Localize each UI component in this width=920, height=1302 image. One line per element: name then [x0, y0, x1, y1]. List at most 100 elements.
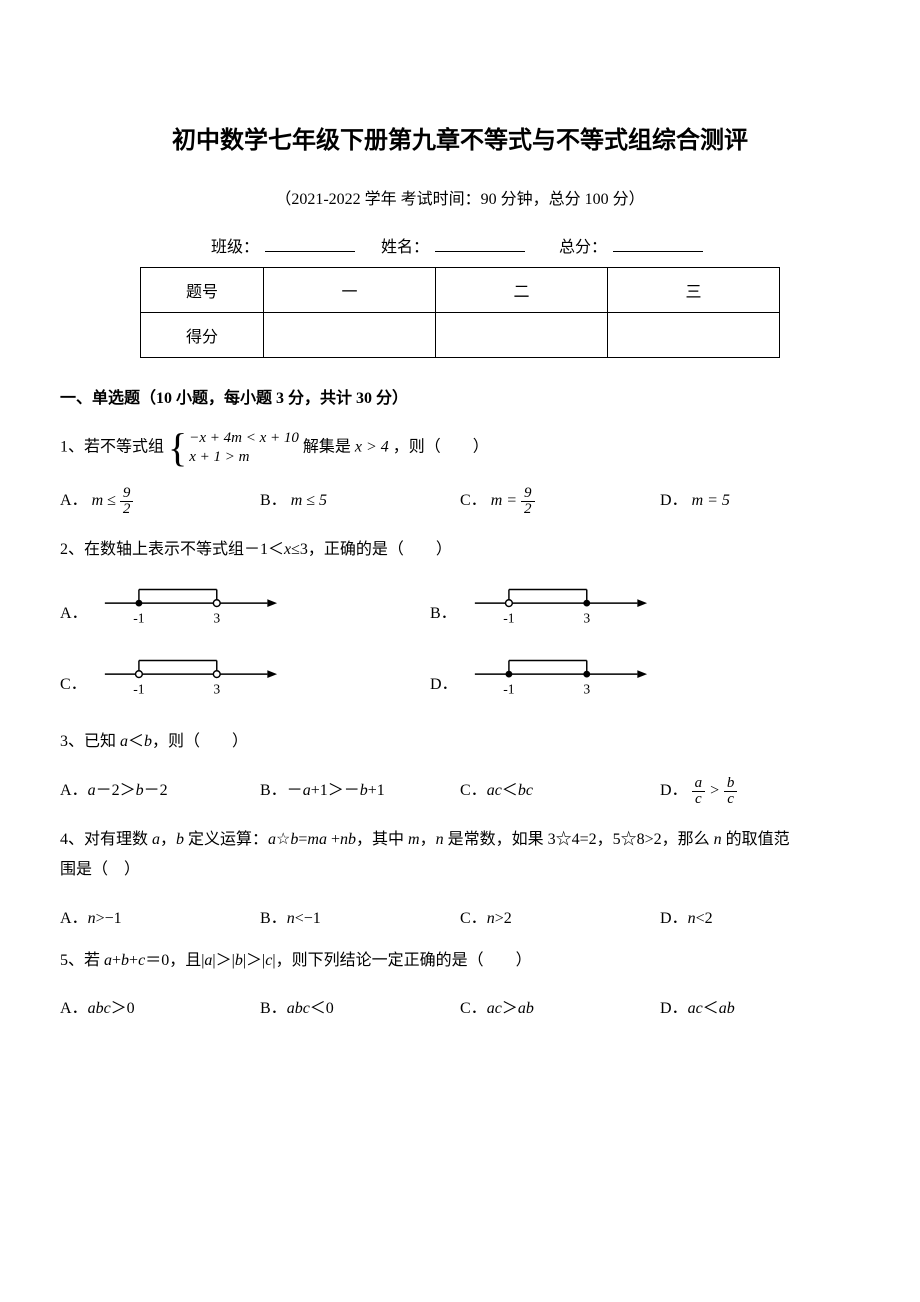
opt-text: A．a－2＞b－2: [60, 782, 168, 799]
sys-line2: x + 1 > m: [189, 448, 299, 468]
opt-text: C．ac＞ab: [460, 1000, 534, 1017]
option-D: D．n<2: [660, 904, 860, 928]
th-2: 二: [436, 268, 608, 313]
tick-b: 3: [583, 682, 590, 697]
question-1: 1、若不等式组 { −x + 4m < x + 10 x + 1 > m 解集是…: [60, 428, 860, 468]
tick-b: 3: [583, 611, 590, 626]
sys-line1: −x + 4m < x + 10: [189, 429, 299, 449]
table-row: 题号 一 二 三: [141, 268, 780, 313]
numline-B: -1 3: [470, 583, 800, 638]
class-label: 班级：: [211, 239, 259, 256]
q4-options: A．n>−1 B．n<−1 C．n>2 D．n<2: [60, 904, 860, 928]
question-4: 4、对有理数 a，b 定义运算：a☆b=ma +nb，其中 m，n 是常数，如果…: [60, 825, 860, 886]
q3-text: 3、已知 a＜b，则（ ）: [60, 733, 248, 750]
tick-a: -1: [503, 682, 514, 697]
option-D: D． m = 5: [660, 486, 860, 517]
fraction: 92: [521, 486, 535, 517]
opt-label: A．: [60, 492, 88, 509]
opt-C-label: C．: [60, 670, 100, 694]
opt-text: C．ac＜bc: [460, 782, 533, 799]
tick-b: 3: [213, 682, 220, 697]
page-title: 初中数学七年级下册第九章不等式与不等式组综合测评: [60, 120, 860, 155]
q4-line2: 围是（ ）: [60, 861, 140, 878]
tick-a: -1: [133, 611, 144, 626]
opt-text: B．n<−1: [260, 910, 321, 927]
option-B: B．n<−1: [260, 904, 460, 928]
numline-C: -1 3: [100, 654, 430, 709]
opt-label: D．: [660, 492, 688, 509]
expr: m = 5: [692, 492, 730, 509]
class-blank: [265, 233, 355, 252]
th-1: 一: [264, 268, 436, 313]
table-row: 得分: [141, 313, 780, 358]
numberline-icon: -1 3: [100, 654, 280, 704]
denominator: c: [692, 792, 706, 807]
numline-D: -1 3: [470, 654, 800, 709]
q5-options: A．abc＞0 B．abc＜0 C．ac＞ab D．ac＜ab: [60, 994, 860, 1018]
page: 初中数学七年级下册第九章不等式与不等式组综合测评 （2021-2022 学年 考…: [0, 0, 920, 1302]
opt-text: B．abc＜0: [260, 1000, 334, 1017]
td-empty: [264, 313, 436, 358]
denominator: c: [724, 792, 738, 807]
info-line: 班级： 姓名： 总分：: [60, 233, 860, 257]
expr: m ≤: [92, 492, 120, 509]
q1-mid: 解集是: [303, 439, 355, 456]
q2-row-cd: C． -1 3 D．: [60, 654, 860, 709]
q1-pre: 1、若不等式组: [60, 439, 164, 456]
q2-text: 2、在数轴上表示不等式组－1＜x≤3，正确的是（ ）: [60, 541, 452, 558]
td-empty: [436, 313, 608, 358]
opt-D-label: D．: [430, 670, 470, 694]
q1-cond: x > 4: [355, 439, 389, 456]
q1-post: ，则（ ）: [393, 439, 489, 456]
opt-text: D．n<2: [660, 910, 713, 927]
question-2: 2、在数轴上表示不等式组－1＜x≤3，正确的是（ ）: [60, 535, 860, 565]
option-B: B．abc＜0: [260, 994, 460, 1018]
brace-icon: {: [168, 428, 187, 468]
option-C: C．ac＞ab: [460, 994, 660, 1018]
opt-B-label: B．: [430, 599, 470, 623]
opt-label: C．: [460, 492, 487, 509]
opt-label: D．: [660, 782, 688, 799]
section-1-title: 一、单选题（10 小题，每小题 3 分，共计 30 分）: [60, 384, 860, 408]
numberline-icon: -1 3: [100, 583, 280, 633]
numerator: a: [692, 776, 706, 792]
question-5: 5、若 a+b+c＝0，且|a|＞|b|＞|c|，则下列结论一定正确的是（ ）: [60, 946, 860, 976]
tick-a: -1: [133, 682, 144, 697]
option-A: A．n>−1: [60, 904, 260, 928]
tick-a: -1: [503, 611, 514, 626]
option-B: B．－a+1＞－b+1: [260, 776, 460, 807]
numline-A: -1 3: [100, 583, 430, 638]
opt-label: B．: [260, 492, 287, 509]
q4-line1: 4、对有理数 a，b 定义运算：a☆b=ma +nb，其中 m，n 是常数，如果…: [60, 831, 790, 848]
opt-A-label: A．: [60, 599, 100, 623]
option-C: C．ac＜bc: [460, 776, 660, 807]
opt-text: A．n>−1: [60, 910, 122, 927]
gt: >: [709, 782, 724, 799]
expr: m ≤ 5: [291, 492, 327, 509]
expr: m =: [491, 492, 521, 509]
td-score-label: 得分: [141, 313, 264, 358]
option-A: A．a－2＞b－2: [60, 776, 260, 807]
total-label: 总分：: [559, 239, 607, 256]
opt-text: D．ac＜ab: [660, 1000, 735, 1017]
option-D: D． ac > bc: [660, 776, 860, 807]
score-table: 题号 一 二 三 得分: [140, 267, 780, 358]
numerator: 9: [120, 486, 134, 502]
q3-options: A．a－2＞b－2 B．－a+1＞－b+1 C．ac＜bc D． ac > bc: [60, 776, 860, 807]
denominator: 2: [521, 502, 535, 517]
total-blank: [613, 233, 703, 252]
q2-row-ab: A． -1 3 B．: [60, 583, 860, 638]
option-A: A． m ≤ 92: [60, 486, 260, 517]
fraction: 92: [120, 486, 134, 517]
fraction: ac: [692, 776, 706, 807]
equation-system: { −x + 4m < x + 10 x + 1 > m: [168, 428, 299, 468]
denominator: 2: [120, 502, 134, 517]
fraction: bc: [724, 776, 738, 807]
numberline-icon: -1 3: [470, 583, 650, 633]
opt-text: C．n>2: [460, 910, 512, 927]
option-D: D．ac＜ab: [660, 994, 860, 1018]
th-3: 三: [608, 268, 780, 313]
numberline-icon: -1 3: [470, 654, 650, 704]
option-C: C． m = 92: [460, 486, 660, 517]
numerator: b: [724, 776, 738, 792]
